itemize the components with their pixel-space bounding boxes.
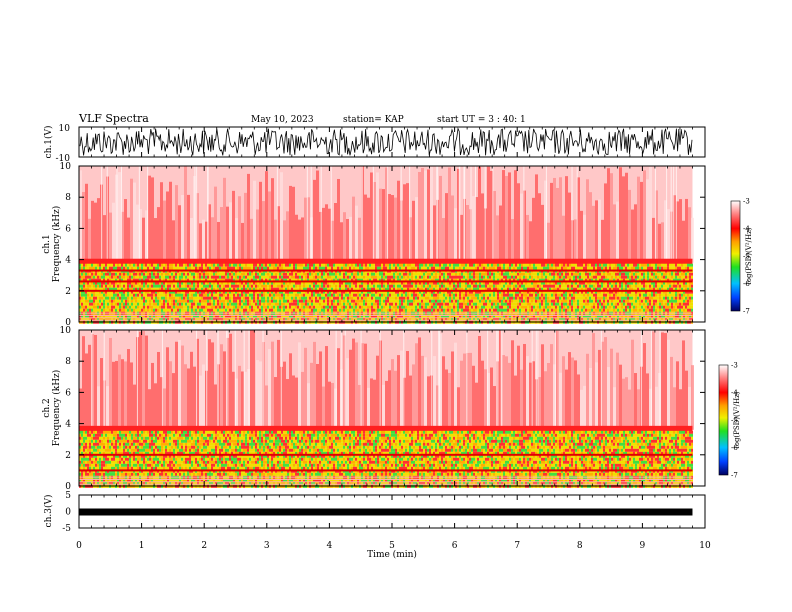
ch1-colorbar bbox=[730, 200, 741, 312]
chart-date: May 10, 2023 bbox=[251, 115, 314, 125]
ch1-ylabel: ch.1(V) bbox=[43, 126, 54, 159]
ch2-spectrogram-ylabel-freq: Frequency (kHz) bbox=[51, 370, 62, 447]
x-axis: 0 1 2 3 4 5 6 7 8 9 10 bbox=[76, 127, 711, 551]
colorbar-tick: -7 bbox=[731, 472, 738, 480]
ch2-spectrogram-ylabel-channel: ch.2 bbox=[42, 398, 52, 417]
x-tick-label: 8 bbox=[577, 541, 583, 551]
ch1-spectrogram-ytick: 4 bbox=[65, 256, 71, 266]
colorbar-tick: -5 bbox=[743, 253, 750, 261]
colorbar-tick: -6 bbox=[743, 280, 750, 288]
ch1-spectrogram-ytick: 2 bbox=[65, 287, 71, 297]
ch1-spectrogram-ylabel-freq: Frequency (kHz) bbox=[51, 206, 62, 283]
colorbar-tick: -4 bbox=[731, 389, 738, 397]
ch1-waveform-line bbox=[79, 127, 693, 156]
colorbar-tick: -6 bbox=[731, 444, 738, 452]
colorbar-tick: -3 bbox=[731, 362, 738, 370]
x-tick-label: 5 bbox=[389, 541, 395, 551]
ch2-spectrogram-ytick: 6 bbox=[65, 388, 71, 398]
ch1-ytick-bottom: -10 bbox=[56, 154, 71, 164]
x-tick-label: 0 bbox=[76, 541, 82, 551]
x-tick-label: 10 bbox=[699, 541, 711, 551]
x-tick-label: 4 bbox=[327, 541, 333, 551]
ch3-ytick: 0 bbox=[65, 508, 71, 518]
ch2-colorbar bbox=[718, 364, 729, 476]
ch2-spectrogram-ytick: 4 bbox=[65, 420, 71, 430]
ch3-ytick: 5 bbox=[65, 491, 71, 501]
chart-title: VLF Spectra bbox=[78, 112, 149, 125]
x-tick-label: 2 bbox=[201, 541, 207, 551]
ch3-ytick: -5 bbox=[62, 524, 71, 534]
ch1-spectrogram-ytick: 0 bbox=[65, 318, 71, 328]
ch1-spectrogram-ytick: 10 bbox=[60, 162, 72, 172]
start-time-label: start UT = 3 : 40: 1 bbox=[437, 115, 526, 125]
ch1-waveform-panel: 10 -10 ch.1(V) bbox=[43, 124, 706, 164]
ch2-spectrogram-ytick: 8 bbox=[65, 357, 71, 367]
colorbar-tick: -3 bbox=[743, 198, 750, 206]
x-tick-label: 1 bbox=[139, 541, 145, 551]
colorbar-tick: -5 bbox=[731, 417, 738, 425]
colorbar-tick: -4 bbox=[743, 225, 750, 233]
x-tick-label: 9 bbox=[640, 541, 646, 551]
ch2-spectrogram-ytick: 10 bbox=[60, 326, 72, 336]
ch1-ytick-top: 10 bbox=[59, 124, 71, 134]
ch1-spectrogram-ytick: 6 bbox=[65, 224, 71, 234]
ch1-spectrogram-image bbox=[79, 166, 705, 324]
ch2-colorbar-label: log(PSD)(V²/Hz) bbox=[733, 391, 741, 448]
ch1-spectrogram-ylabel-channel: ch.1 bbox=[42, 234, 52, 253]
ch2-spectrogram-ytick: 2 bbox=[65, 451, 71, 461]
ch3-waveform-panel: 5 0 -5 ch.3(V) bbox=[43, 491, 706, 534]
ch1-spectrogram-ytick: 8 bbox=[65, 193, 71, 203]
colorbar-tick: -7 bbox=[743, 308, 750, 316]
x-tick-label: 7 bbox=[514, 541, 520, 551]
ch3-ylabel: ch.3(V) bbox=[43, 495, 54, 528]
x-axis-label: Time (min) bbox=[367, 549, 417, 560]
ch2-spectrogram-image bbox=[79, 330, 705, 488]
ch1-colorbar-label: log(PSD)(V²/Hz) bbox=[745, 227, 753, 284]
ch2-spectrogram-ytick: 0 bbox=[65, 482, 71, 492]
x-tick-label: 3 bbox=[264, 541, 270, 551]
station-label: station= KAP bbox=[343, 115, 404, 125]
x-tick-label: 6 bbox=[452, 541, 458, 551]
ch3-waveform-line bbox=[79, 508, 693, 516]
